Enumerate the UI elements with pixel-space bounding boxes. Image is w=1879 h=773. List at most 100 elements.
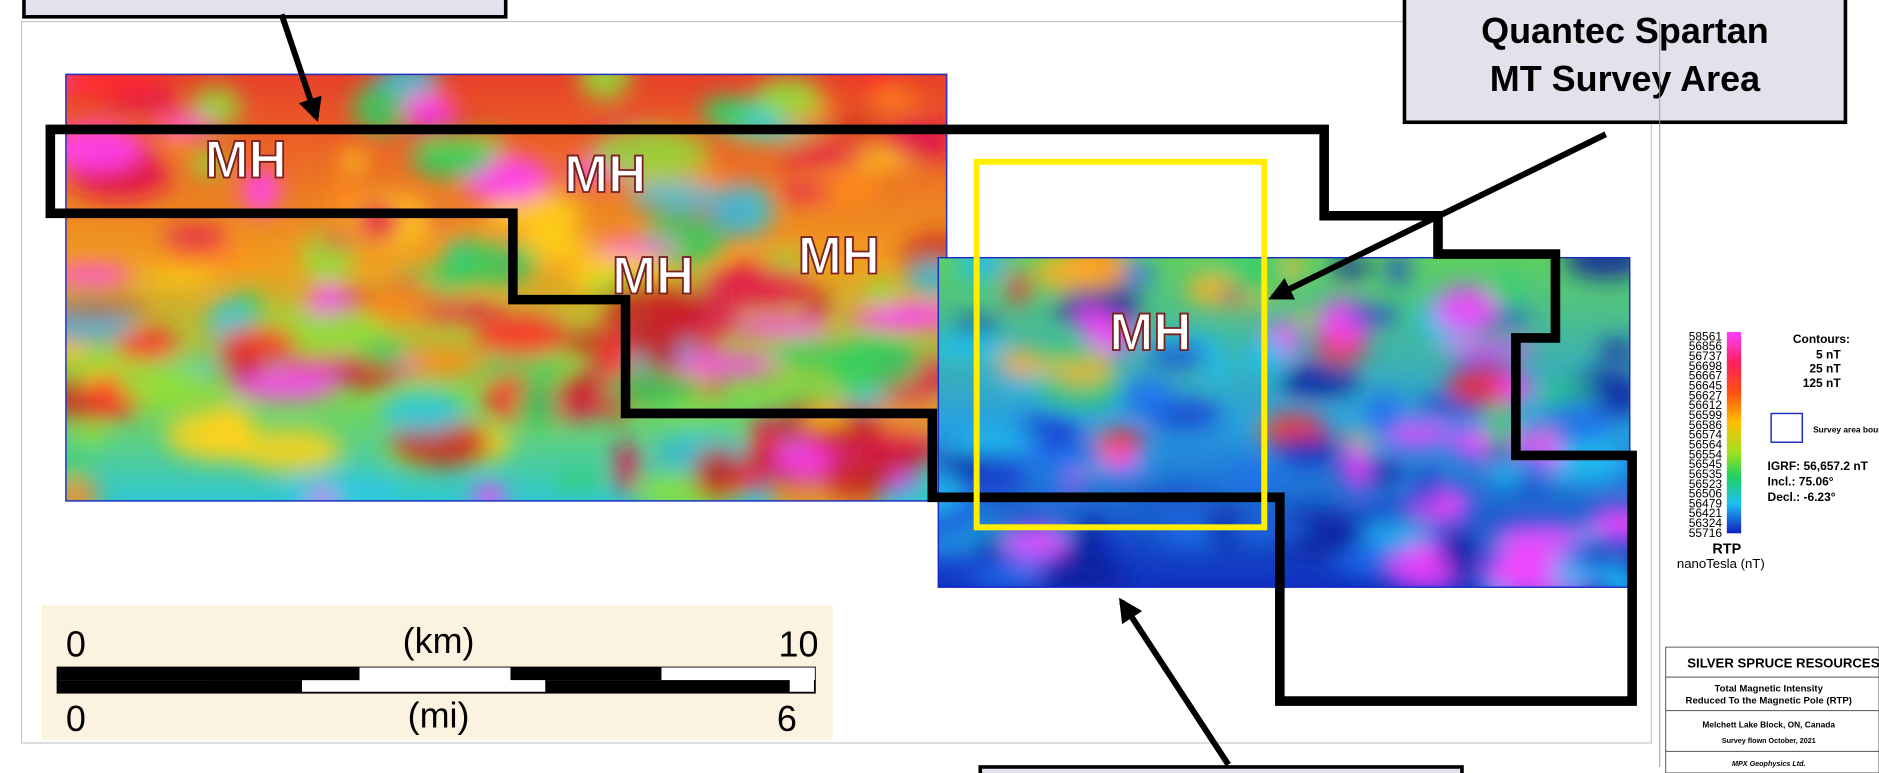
anomaly <box>65 477 98 501</box>
anomaly <box>380 390 466 434</box>
contour-interval: 5 nT <box>1816 347 1841 361</box>
legend-value: 56574 <box>1689 428 1723 442</box>
anomaly <box>1008 552 1054 565</box>
contour-interval: 25 nT <box>1809 362 1841 376</box>
legend-value: 56586 <box>1689 418 1723 432</box>
anomaly <box>711 183 774 237</box>
callout-box <box>978 765 1464 773</box>
anomaly <box>65 264 131 286</box>
anomaly <box>613 441 640 495</box>
declination: Decl.: -6.23° <box>1768 490 1836 504</box>
anomaly <box>200 403 257 461</box>
anomaly <box>1083 315 1135 354</box>
legend-value: 56737 <box>1689 349 1723 363</box>
legend-value: 56506 <box>1689 487 1723 501</box>
anomaly <box>162 225 230 252</box>
boundary-swatch <box>1770 412 1804 443</box>
inclination: Incl.: 75.06° <box>1768 474 1834 488</box>
anomaly <box>1220 289 1246 302</box>
anomaly <box>515 380 558 431</box>
legend-values: 5856156856567375669856667566455662756612… <box>1689 329 1723 540</box>
anomaly <box>755 77 822 117</box>
scale-label: (km) <box>403 620 475 661</box>
mh-labels: MH MH MH MH MH <box>204 129 1193 362</box>
anomaly <box>1039 549 1127 588</box>
anomaly <box>578 74 632 101</box>
legend-value: 56627 <box>1689 388 1723 402</box>
anomaly <box>1120 378 1176 418</box>
anomaly <box>595 238 680 256</box>
anomaly <box>1492 523 1588 549</box>
anomaly <box>1564 257 1630 280</box>
mh-label: MH <box>205 130 287 189</box>
arrow <box>278 13 322 123</box>
anomaly <box>219 326 298 360</box>
anomaly <box>116 361 206 406</box>
anomaly <box>142 271 216 286</box>
anomaly <box>190 148 226 178</box>
anomaly <box>950 429 1039 453</box>
anomaly <box>1539 437 1627 484</box>
anomaly <box>377 74 440 96</box>
legend-value: 56645 <box>1689 378 1723 392</box>
anomaly <box>115 327 178 362</box>
legend-title: RTP <box>1712 542 1741 558</box>
anomaly <box>956 257 1008 283</box>
scale-label: 6 <box>777 698 797 739</box>
anomaly <box>1067 473 1088 488</box>
scale-label: 10 <box>778 624 818 665</box>
anomaly <box>1385 257 1411 284</box>
anomaly <box>1601 558 1630 588</box>
anomaly <box>1599 340 1630 363</box>
scale-label: (mi) <box>408 694 470 735</box>
anomaly <box>779 181 833 202</box>
anomaly <box>600 372 705 405</box>
anomaly <box>804 289 829 319</box>
anomaly <box>1440 340 1538 357</box>
legend-value: 56535 <box>1689 467 1723 481</box>
anomaly <box>304 309 384 352</box>
anomaly <box>628 181 721 211</box>
anomaly <box>1027 344 1107 363</box>
anomaly <box>938 455 990 476</box>
anomaly <box>1435 285 1498 334</box>
anomaly <box>1490 270 1522 318</box>
anomaly <box>65 455 92 479</box>
anomaly <box>1201 361 1235 382</box>
map-title: Reduced To the Magnetic Pole (RTP) <box>1686 695 1852 706</box>
callout-text: Quantec Spartan <box>1481 10 1769 51</box>
anomaly <box>1484 402 1519 450</box>
anomaly <box>308 489 336 501</box>
anomaly <box>764 251 810 269</box>
contour-interval: 125 nT <box>1803 376 1842 390</box>
legend-value: 58561 <box>1689 329 1723 343</box>
anomaly <box>1482 481 1557 494</box>
legend-value: 56564 <box>1689 437 1723 451</box>
legend-value: 56421 <box>1689 506 1723 520</box>
legend-value: 56545 <box>1689 457 1723 471</box>
anomaly <box>329 182 361 214</box>
anomaly <box>1482 554 1558 588</box>
company: SILVER SPRUCE RESOURCES INC. <box>1687 656 1879 671</box>
anomaly <box>733 316 830 337</box>
anomaly <box>1540 399 1612 444</box>
igrf: IGRF: 56,657.2 nT <box>1768 459 1869 473</box>
anomaly <box>242 166 280 215</box>
anomaly <box>947 501 976 521</box>
anomaly <box>592 127 710 180</box>
anomaly <box>273 355 343 370</box>
anomaly <box>1275 365 1361 397</box>
target-box <box>973 158 1268 531</box>
anomaly <box>1224 463 1285 490</box>
anomaly <box>1007 271 1030 306</box>
anomaly <box>1482 445 1518 462</box>
legend-value: 56554 <box>1689 447 1723 461</box>
anomaly <box>1099 428 1146 455</box>
anomaly <box>440 239 539 287</box>
anomaly <box>360 341 408 367</box>
legend-value: 56599 <box>1689 408 1723 422</box>
anomaly <box>693 445 741 501</box>
survey-grid-east <box>938 257 1630 588</box>
anomaly <box>700 95 752 128</box>
